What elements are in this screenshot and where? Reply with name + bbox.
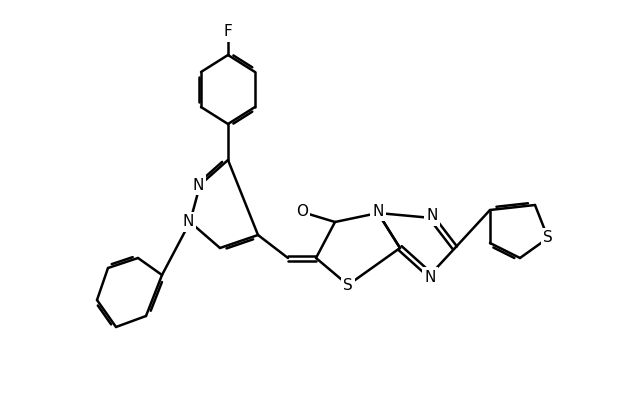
Text: S: S [543, 231, 553, 246]
Text: N: N [424, 270, 436, 284]
Text: N: N [192, 177, 204, 193]
Text: O: O [296, 204, 308, 220]
Text: N: N [426, 208, 438, 224]
Text: F: F [223, 24, 232, 40]
Text: S: S [343, 277, 353, 293]
Text: N: N [182, 215, 194, 229]
Text: N: N [372, 204, 384, 219]
